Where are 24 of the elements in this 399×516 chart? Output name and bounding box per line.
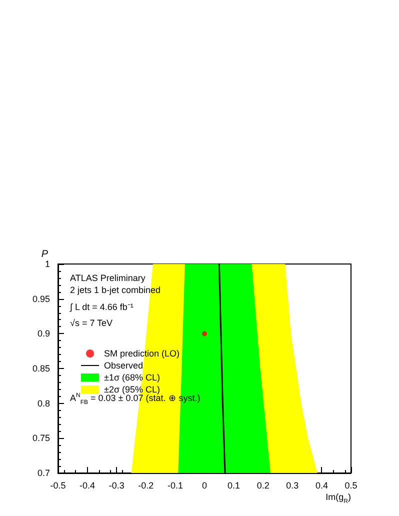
y-tick-label: 1 xyxy=(44,259,50,269)
x-tick-label: 0.4 xyxy=(315,480,328,490)
annotation: ATLAS Preliminary xyxy=(70,273,146,284)
y-tick-label: 0.75 xyxy=(32,433,50,444)
x-tick-label: 0.5 xyxy=(344,480,358,490)
y-tick-label: 0.8 xyxy=(37,398,50,408)
annotation: ∫ L dt = 4.66 fb⁻¹ xyxy=(70,302,134,313)
x-tick-label: 0.1 xyxy=(228,480,240,490)
y-tick-label: 0.95 xyxy=(32,294,50,304)
y-tick-label: 0.85 xyxy=(32,364,50,374)
x-tick-label: 0.3 xyxy=(286,480,299,490)
x-tick-label: -0.5 xyxy=(50,480,66,490)
y-axis-title: P xyxy=(41,249,48,260)
legend-label: Observed xyxy=(104,360,144,370)
annotation: √s = 7 TeV xyxy=(70,318,113,329)
y-tick-label: 0.7 xyxy=(37,468,50,478)
x-tick-label: 0.2 xyxy=(256,480,270,490)
x-axis-title: Im(g$_{R}$) xyxy=(326,492,351,507)
x-tick-label: 0 xyxy=(202,480,208,490)
x-tick-label: -0.4 xyxy=(80,480,96,490)
x-tick-label: -0.1 xyxy=(167,480,183,490)
x-tick-label: -0.2 xyxy=(138,480,154,490)
x-tick-label: -0.3 xyxy=(108,480,124,490)
y-tick-label: 0.9 xyxy=(37,328,50,339)
